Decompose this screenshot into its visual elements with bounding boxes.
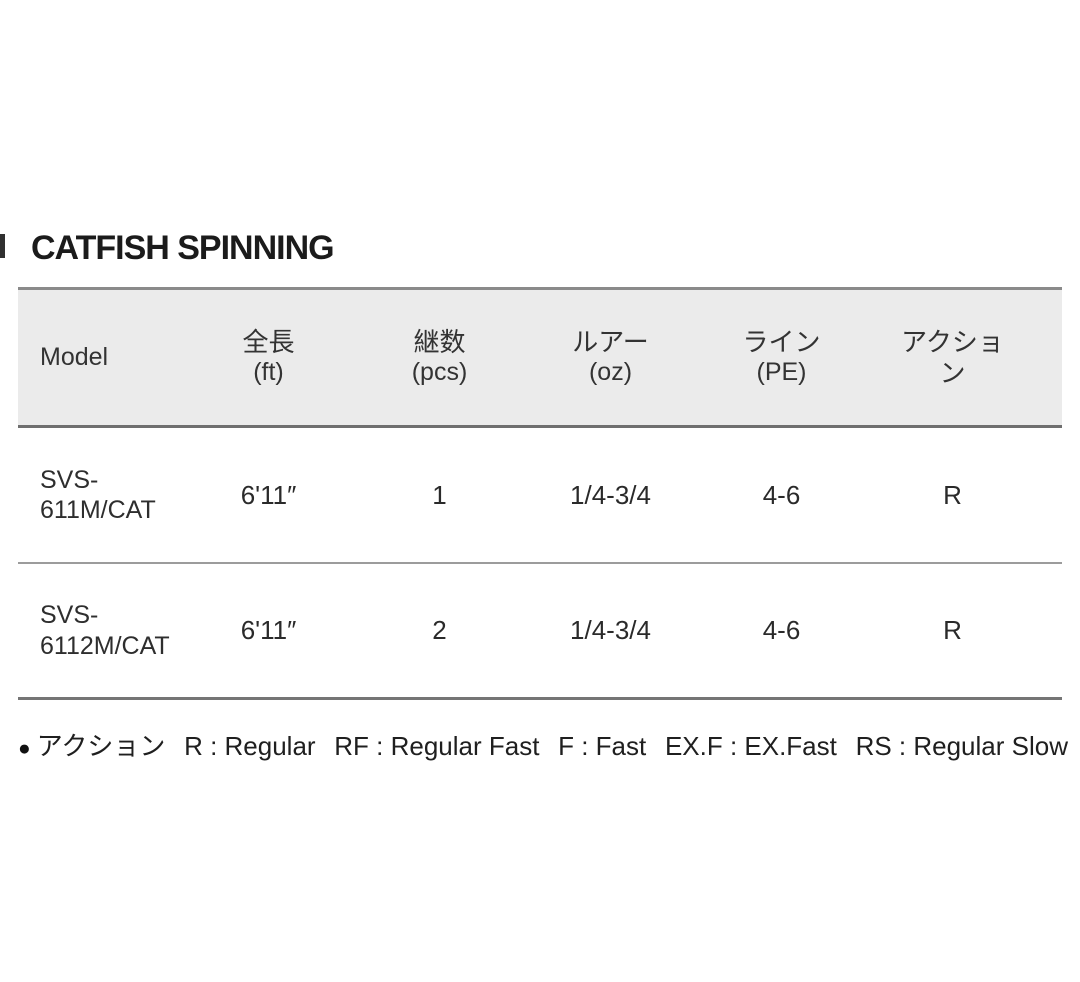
column-header-action: アクション	[867, 327, 1038, 388]
cell-lure-oz: 1/4-3/4	[570, 479, 651, 510]
cell-action: R	[943, 615, 962, 645]
cell-model: SVS- 6112M/CAT	[40, 601, 170, 660]
column-header-line-unit: (PE)	[756, 358, 807, 387]
column-header-length-label: 全長	[242, 327, 295, 358]
cell-length-ft: 6'11″	[240, 479, 297, 510]
column-header-action-label: アクション	[901, 326, 1004, 388]
table-header-row: Model 全長 (ft) 継数 (pcs) ルアー (oz) ライン (PE)…	[18, 290, 1062, 428]
cell-pieces: 2	[432, 615, 447, 645]
legend-label: ● アクション	[18, 726, 165, 763]
column-header-line: ライン (PE)	[696, 327, 867, 387]
cell-pieces: 1	[432, 479, 447, 510]
table-row: SVS- 611M/CAT 6'11″ 1 1/4-3/4 4-6 R	[18, 428, 1062, 564]
column-header-model: Model	[40, 343, 109, 371]
cell-line-pe: 4-6	[762, 479, 801, 510]
legend-item: R : Regular	[184, 731, 316, 761]
column-header-lure: ルアー (oz)	[525, 327, 696, 387]
legend-label-text: アクション	[36, 731, 166, 761]
bullet-icon: ●	[18, 737, 31, 760]
cell-length-ft: 6'11″	[240, 615, 297, 645]
legend-item: RS : Regular Slow	[855, 731, 1068, 761]
column-header-length: 全長 (ft)	[183, 327, 354, 387]
action-legend: ● アクション R : Regular RF : Regular Fast F :…	[18, 726, 1068, 763]
cropped-edge-mark	[0, 234, 5, 258]
column-header-lure-label: ルアー	[572, 327, 649, 358]
table-row: SVS- 6112M/CAT 6'11″ 2 1/4-3/4 4-6 R	[18, 564, 1062, 700]
column-header-pieces: 継数 (pcs)	[354, 327, 525, 387]
cell-lure-oz: 1/4-3/4	[570, 615, 651, 645]
legend-item: F : Fast	[558, 731, 647, 761]
spec-table: Model 全長 (ft) 継数 (pcs) ルアー (oz) ライン (PE)…	[18, 287, 1062, 700]
column-header-length-unit: (ft)	[253, 358, 284, 387]
column-header-pieces-label: 継数	[413, 327, 466, 358]
cell-line-pe: 4-6	[762, 615, 801, 645]
column-header-pieces-unit: (pcs)	[411, 358, 468, 387]
column-header-lure-unit: (oz)	[588, 358, 633, 387]
page-title: CATFISH SPINNING	[31, 229, 335, 267]
cell-model: SVS- 611M/CAT	[40, 465, 156, 525]
column-header-line-label: ライン	[742, 327, 821, 358]
cell-action: R	[943, 479, 962, 510]
legend-item: RF : Regular Fast	[334, 731, 540, 761]
legend-item: EX.F : EX.Fast	[664, 731, 837, 761]
